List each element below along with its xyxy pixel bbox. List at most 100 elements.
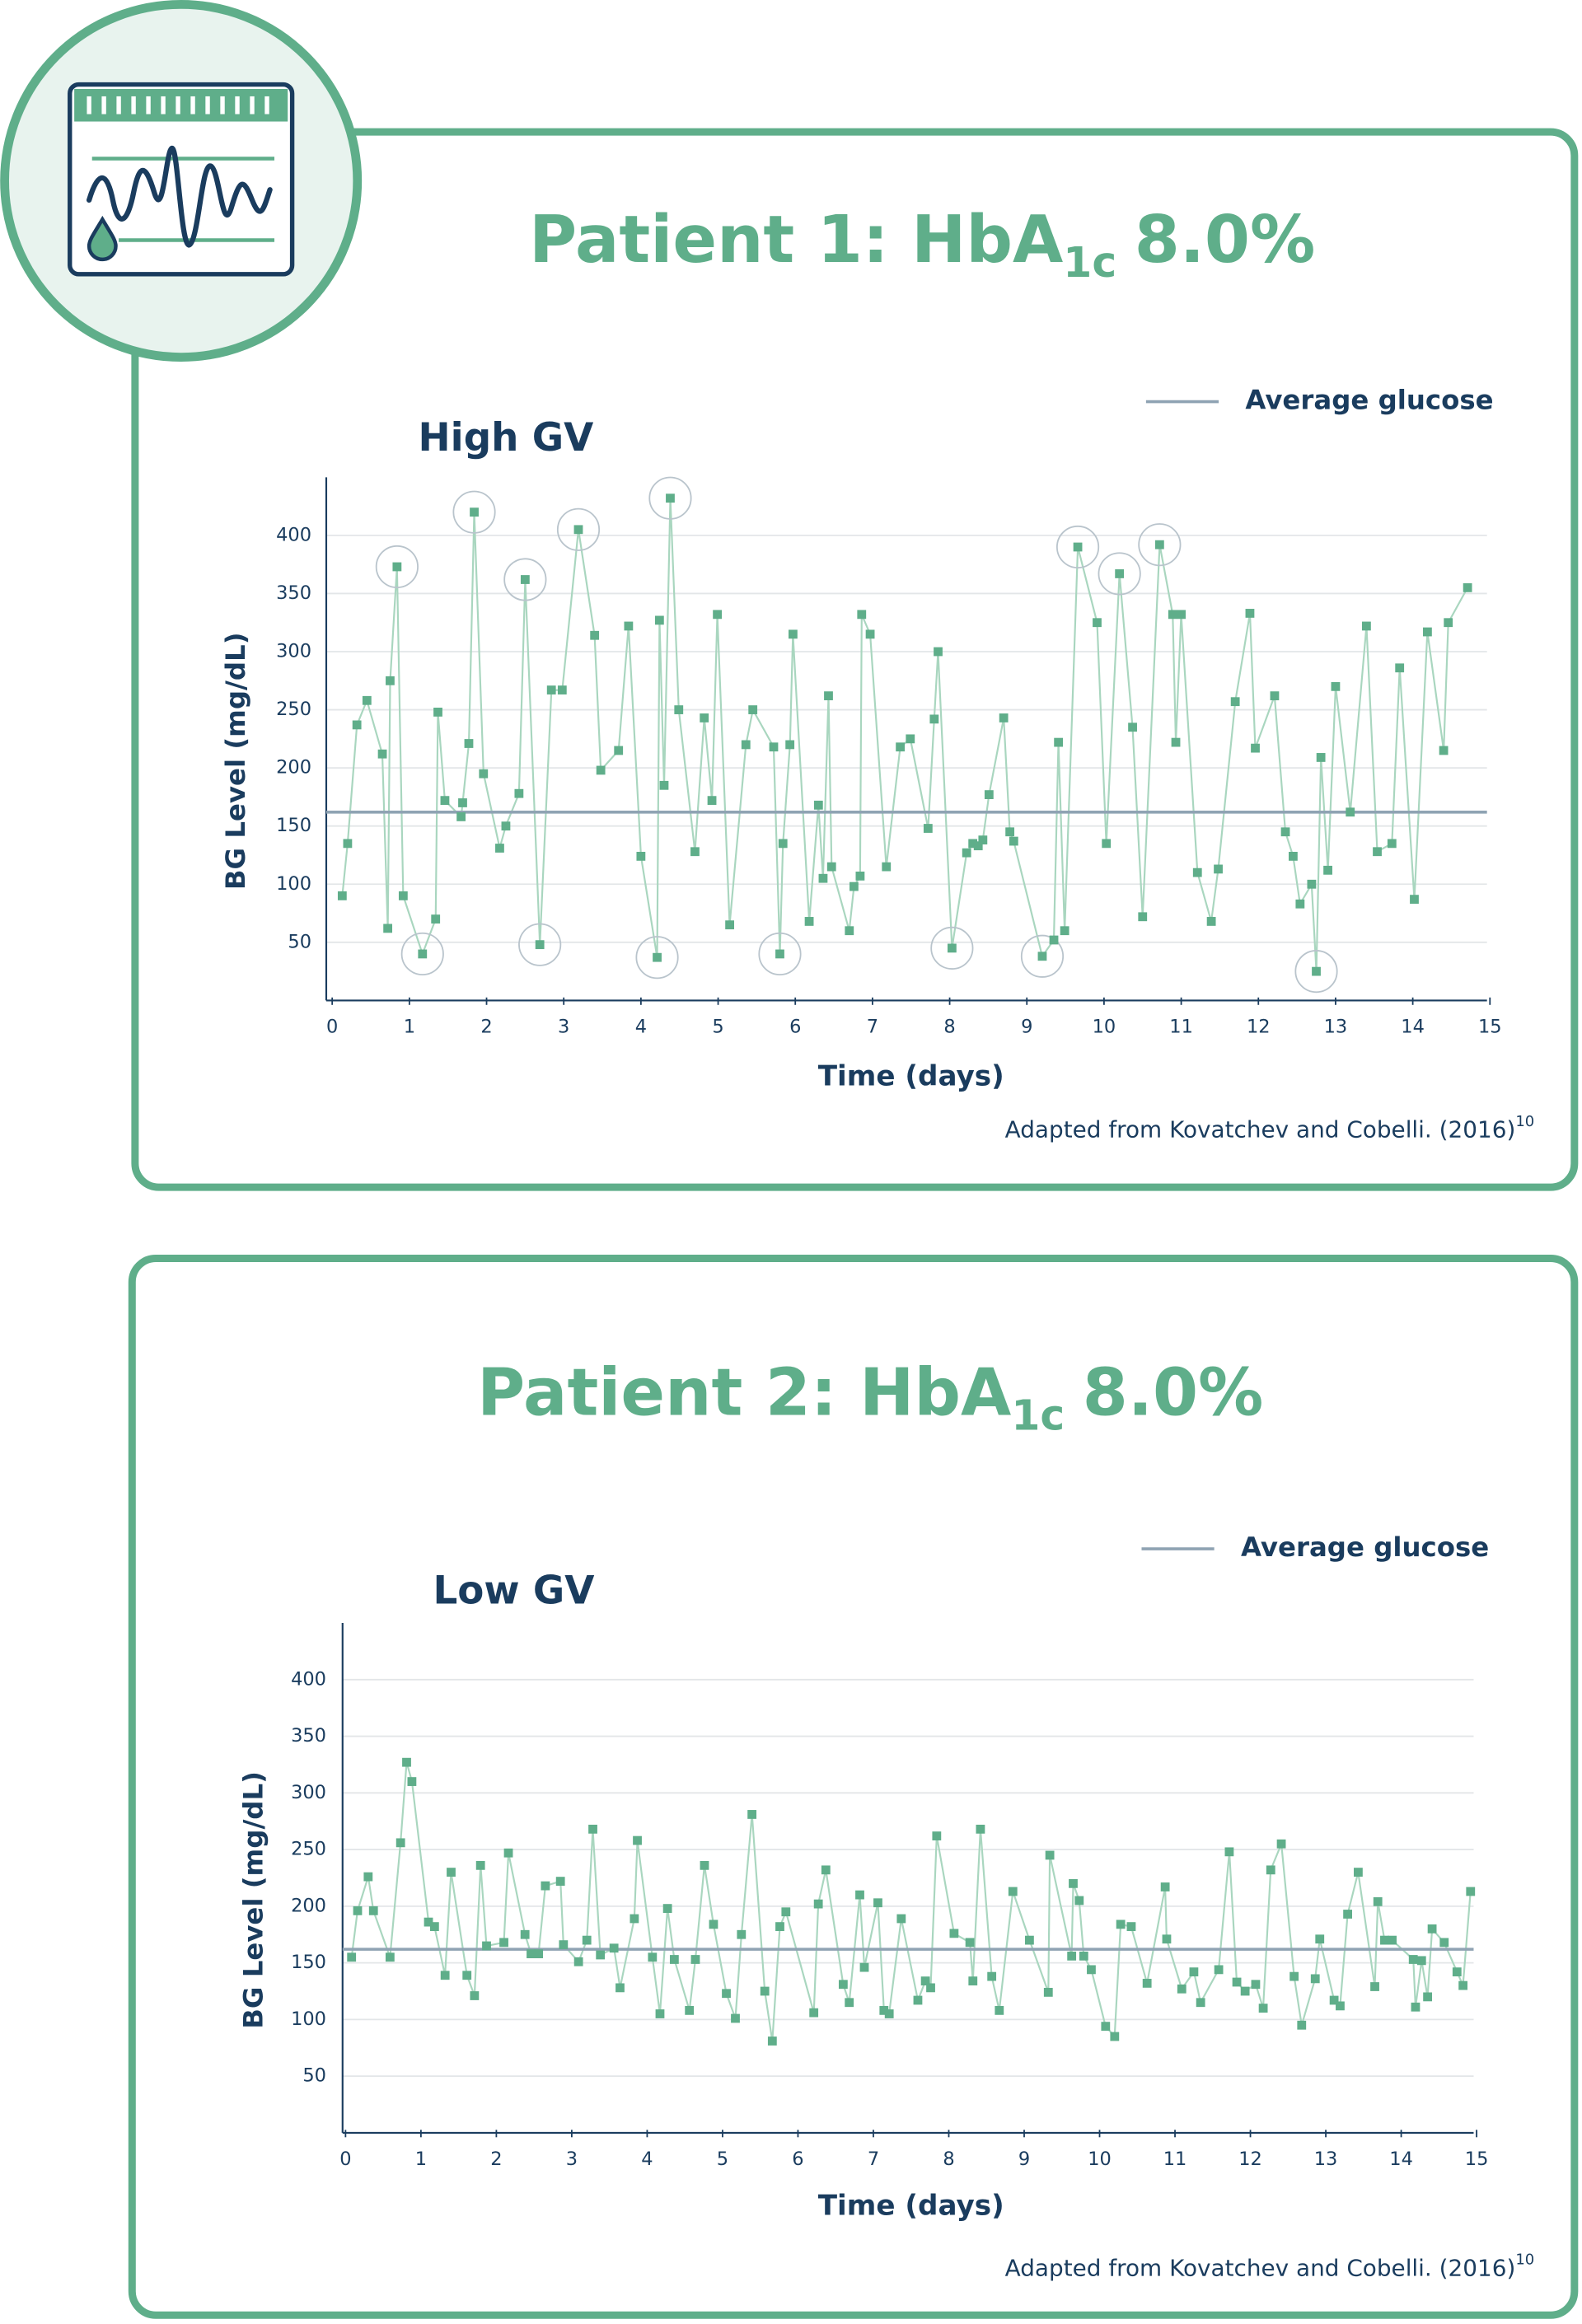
y-axis-label: BG Level (mg/dL) xyxy=(220,633,251,891)
data-point xyxy=(1043,1987,1053,1997)
data-point xyxy=(1101,2022,1111,2032)
data-point xyxy=(1067,1951,1077,1961)
data-point xyxy=(555,1877,565,1886)
data-point xyxy=(514,788,524,798)
data-point xyxy=(987,1971,997,1981)
data-point xyxy=(1177,610,1186,620)
highlight-circle xyxy=(1055,525,1100,569)
data-point xyxy=(965,1938,975,1948)
data-point xyxy=(845,926,854,936)
data-point xyxy=(1289,851,1298,861)
data-point xyxy=(748,705,758,714)
data-point xyxy=(590,630,600,640)
legend-label: Average glucose xyxy=(1245,385,1493,416)
highlight-circle xyxy=(518,923,562,966)
data-point xyxy=(713,610,723,620)
data-point xyxy=(879,2005,889,2015)
data-point xyxy=(396,1838,405,1848)
data-point xyxy=(1266,1865,1275,1875)
data-point xyxy=(1408,1955,1418,1964)
data-point xyxy=(685,2005,695,2015)
data-point xyxy=(1171,737,1181,747)
data-point xyxy=(368,1905,378,1915)
data-point xyxy=(968,1976,978,1986)
data-point xyxy=(857,610,867,620)
data-point xyxy=(731,2013,740,2023)
x-tick-label: 7 xyxy=(867,1016,878,1037)
data-point xyxy=(596,765,606,775)
data-point xyxy=(949,1929,959,1938)
data-point xyxy=(648,1952,658,1962)
data-point xyxy=(614,746,624,755)
data-point xyxy=(546,685,556,694)
data-point xyxy=(392,562,402,572)
y-tick-label: 100 xyxy=(291,2008,326,2030)
data-point xyxy=(662,1904,672,1913)
data-point xyxy=(707,796,717,806)
subtitle: High GV xyxy=(419,416,594,461)
data-point xyxy=(1110,2032,1120,2041)
x-tick-label: 14 xyxy=(1389,2149,1413,2170)
data-point xyxy=(535,940,545,950)
x-tick-label: 13 xyxy=(1314,2149,1338,2170)
data-point xyxy=(1008,1887,1018,1896)
data-point xyxy=(582,1935,592,1945)
x-tick-label: 0 xyxy=(339,2149,351,2170)
data-point xyxy=(855,871,865,881)
data-point xyxy=(778,839,788,849)
data-point xyxy=(1439,1938,1449,1948)
data-point xyxy=(865,629,875,639)
data-point xyxy=(1346,807,1355,817)
y-tick-label: 150 xyxy=(276,815,311,836)
x-tick-label: 4 xyxy=(641,2149,653,2170)
highlight-circle xyxy=(400,932,444,976)
x-tick-label: 10 xyxy=(1093,1016,1116,1037)
data-point xyxy=(1388,1935,1397,1945)
chart-title: Patient 1: HbA1c 8.0% xyxy=(529,202,1315,286)
data-point xyxy=(906,734,915,744)
data-point xyxy=(1329,1995,1339,2005)
data-point xyxy=(769,742,779,752)
x-tick-label: 13 xyxy=(1324,1016,1348,1037)
highlight-circle xyxy=(503,558,547,601)
data-point xyxy=(1312,966,1321,976)
data-point xyxy=(1192,867,1202,877)
highlight-circle xyxy=(635,936,679,980)
data-point xyxy=(1037,952,1047,961)
data-point xyxy=(1214,864,1223,874)
data-point xyxy=(1370,1982,1379,1991)
data-point xyxy=(781,1907,791,1917)
data-point xyxy=(347,1952,357,1962)
glucose-line xyxy=(341,498,1469,972)
data-point xyxy=(1093,618,1102,628)
data-point xyxy=(353,1905,363,1915)
data-point xyxy=(440,796,450,806)
x-tick-label: 6 xyxy=(789,1016,801,1037)
data-point xyxy=(1343,1910,1352,1919)
x-tick-label: 5 xyxy=(712,1016,723,1037)
x-tick-label: 6 xyxy=(792,2149,803,2170)
data-point xyxy=(1280,827,1290,837)
data-point xyxy=(821,1865,831,1875)
data-point xyxy=(674,705,684,714)
highlight-circle xyxy=(648,476,692,520)
highlight-circle xyxy=(1138,523,1182,567)
data-point xyxy=(976,1824,985,1834)
data-point xyxy=(838,1980,848,1990)
data-point xyxy=(741,740,751,750)
data-point xyxy=(1423,627,1432,637)
source-text: Adapted from Kovatchev and Cobelli. (201… xyxy=(1005,2254,1516,2281)
data-point xyxy=(785,740,795,750)
data-point xyxy=(659,780,669,790)
data-point xyxy=(527,1949,536,1959)
data-point xyxy=(747,1810,757,1819)
data-point xyxy=(1154,540,1164,549)
data-point xyxy=(882,862,892,872)
data-point xyxy=(1025,1935,1034,1945)
data-point xyxy=(503,1848,513,1858)
data-point xyxy=(1373,1896,1383,1906)
data-point xyxy=(700,713,709,722)
data-point xyxy=(636,851,646,861)
data-point xyxy=(385,1952,395,1962)
x-tick-label: 3 xyxy=(566,2149,578,2170)
